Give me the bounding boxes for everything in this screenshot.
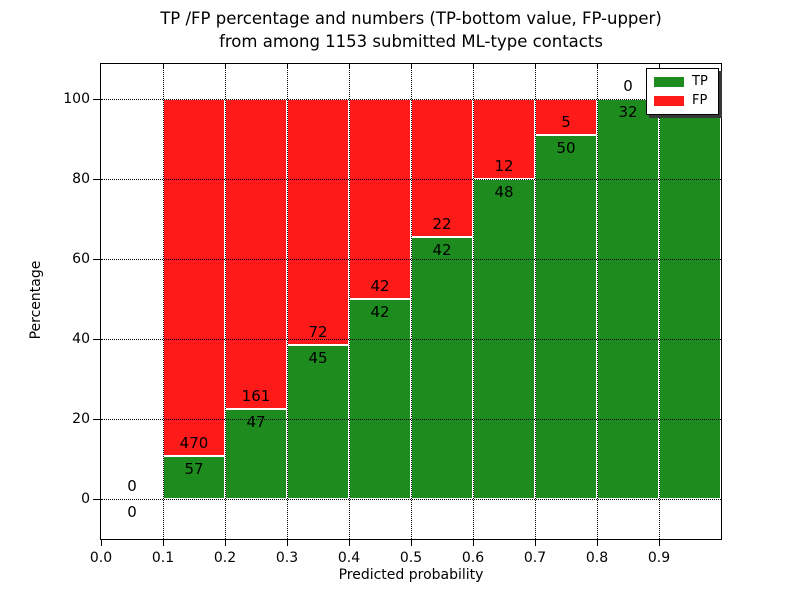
gridline-vertical <box>597 64 598 539</box>
y-tick-label: 100 <box>63 91 90 107</box>
fp-count-label: 42 <box>370 277 390 295</box>
bar-tp-segment <box>163 455 225 499</box>
x-axis-tick <box>349 540 350 546</box>
x-axis-tick <box>163 540 164 546</box>
fp-count-label: 161 <box>241 386 271 405</box>
y-axis-tick <box>93 499 100 500</box>
x-tick-label: 0.9 <box>647 550 671 566</box>
chart-title-line2: from among 1153 submitted ML-type contac… <box>219 32 603 51</box>
x-axis-tick <box>101 540 102 546</box>
legend-entry-tp: TP <box>654 75 712 89</box>
tp-count-label: 42 <box>432 240 452 259</box>
x-tick-label: 0.6 <box>461 550 485 566</box>
bar-tp-segment <box>597 99 659 499</box>
legend: TP FP <box>646 68 719 115</box>
gridline-vertical <box>473 64 474 539</box>
bar-tp-segment <box>287 345 349 499</box>
fp-count-label: 0 <box>623 77 633 95</box>
x-tick-label: 0.4 <box>337 550 361 566</box>
x-axis-tick <box>659 540 660 546</box>
x-axis-tick <box>411 540 412 546</box>
gridline-vertical <box>225 64 226 539</box>
x-tick-label: 0.1 <box>151 550 175 566</box>
legend-label-fp: FP <box>692 93 708 108</box>
plot-area: 004705716147724542422242124855003206 <box>100 63 722 540</box>
x-tick-label: 0.2 <box>213 550 237 566</box>
x-tick-label: 0.0 <box>89 550 113 566</box>
fp-count-label: 72 <box>308 323 328 342</box>
y-axis-tick <box>93 179 100 180</box>
tp-count-label: 45 <box>308 349 328 368</box>
x-axis-tick <box>535 540 536 546</box>
gridline-vertical <box>411 64 412 539</box>
legend-swatch-tp <box>654 77 684 87</box>
y-axis-tick <box>93 259 100 260</box>
chart-title-line1: TP /FP percentage and numbers (TP-bottom… <box>160 9 662 28</box>
gridline-vertical <box>659 64 660 539</box>
fp-count-label: 22 <box>432 214 452 233</box>
legend-swatch-fp <box>654 96 684 106</box>
bar-fp-segment <box>349 99 411 299</box>
tp-count-label: 57 <box>184 459 204 478</box>
tp-count-label: 0 <box>127 503 137 521</box>
gridline-vertical <box>535 64 536 539</box>
x-axis-tick <box>473 540 474 546</box>
y-tick-label: 0 <box>81 491 90 507</box>
legend-label-tp: TP <box>692 74 708 89</box>
bar-fp-segment <box>225 99 287 409</box>
y-axis-tick <box>93 419 100 420</box>
tp-count-label: 42 <box>370 303 390 321</box>
y-tick-label: 20 <box>72 411 90 427</box>
tp-count-label: 48 <box>494 183 514 201</box>
bar-tp-segment <box>659 99 721 499</box>
legend-entry-fp: FP <box>654 94 712 108</box>
fp-count-label: 0 <box>127 477 137 495</box>
gridline-vertical <box>163 64 164 539</box>
x-tick-label: 0.3 <box>275 550 299 566</box>
fp-count-label: 12 <box>494 157 514 175</box>
fp-count-label: 5 <box>561 113 571 132</box>
tp-count-label: 47 <box>246 412 266 431</box>
x-tick-label: 0.8 <box>585 550 609 566</box>
bar-tp-segment <box>349 299 411 499</box>
y-axis-label: Percentage <box>28 260 44 340</box>
gridline-vertical <box>287 64 288 539</box>
chart-title: TP /FP percentage and numbers (TP-bottom… <box>101 7 721 53</box>
fp-count-label: 470 <box>179 433 209 452</box>
bar-tp-segment <box>225 408 287 499</box>
x-tick-label: 0.5 <box>399 550 423 566</box>
y-axis-tick <box>93 99 100 100</box>
x-axis-tick <box>597 540 598 546</box>
bar-tp-segment <box>411 236 473 499</box>
y-axis-tick <box>93 339 100 340</box>
bar-tp-segment <box>535 135 597 499</box>
tp-count-label: 32 <box>618 103 638 121</box>
x-axis-tick <box>287 540 288 546</box>
x-tick-label: 0.7 <box>523 550 547 566</box>
y-tick-label: 60 <box>72 251 90 267</box>
x-axis-label: Predicted probability <box>338 567 484 583</box>
gridline-vertical <box>349 64 350 539</box>
y-tick-label: 40 <box>72 331 90 347</box>
tp-count-label: 50 <box>556 139 576 158</box>
bar-fp-segment <box>287 99 349 346</box>
x-axis-tick <box>225 540 226 546</box>
y-tick-label: 80 <box>72 171 90 187</box>
bar-fp-segment <box>163 99 225 456</box>
